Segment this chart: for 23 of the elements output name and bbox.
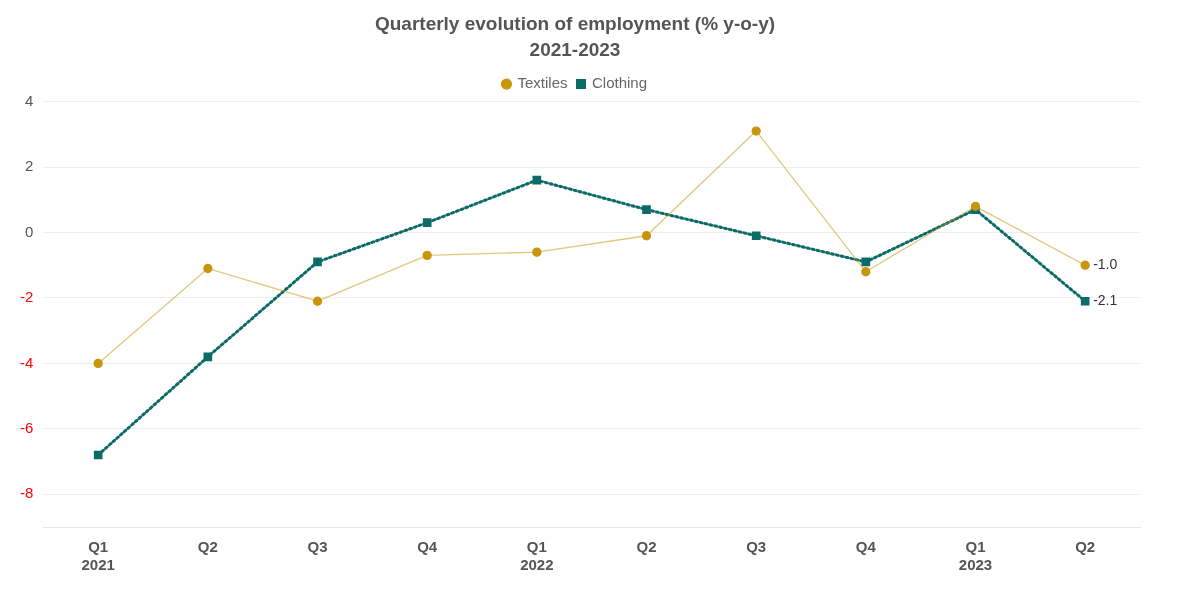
x-tick-label: Q2: [1075, 538, 1096, 556]
chart-title: Quarterly evolution of employment (% y-o-y): [374, 12, 776, 34]
legend-label: Clothing: [591, 74, 648, 92]
legend-label: Textiles: [517, 74, 568, 92]
y-tick-label: 2: [24, 157, 34, 175]
x-tick-label: Q3: [307, 538, 328, 556]
y-tick-label: -4: [19, 353, 34, 371]
x-tick-label: Q1 2022: [520, 538, 554, 574]
chart-subtitle: 2021-2023: [529, 39, 621, 61]
x-tick-label: Q4: [855, 538, 877, 556]
y-tick-label: -6: [19, 418, 34, 436]
data-label: -2.1: [1093, 292, 1118, 309]
x-tick-label: Q2: [197, 538, 218, 556]
x-tick-label: Q4: [417, 538, 438, 556]
x-tick-label: Q1 2023: [958, 538, 993, 574]
x-tick-label: Q3: [746, 538, 767, 556]
data-label: -1.0: [1093, 256, 1118, 273]
y-tick-label: -8: [19, 484, 34, 502]
y-tick-label: 0: [24, 222, 34, 240]
y-tick-label: 4: [24, 91, 34, 109]
x-tick-label: Q2: [636, 538, 657, 556]
y-tick-label: -2: [19, 288, 34, 306]
x-tick-label: Q1 2021: [81, 538, 115, 574]
